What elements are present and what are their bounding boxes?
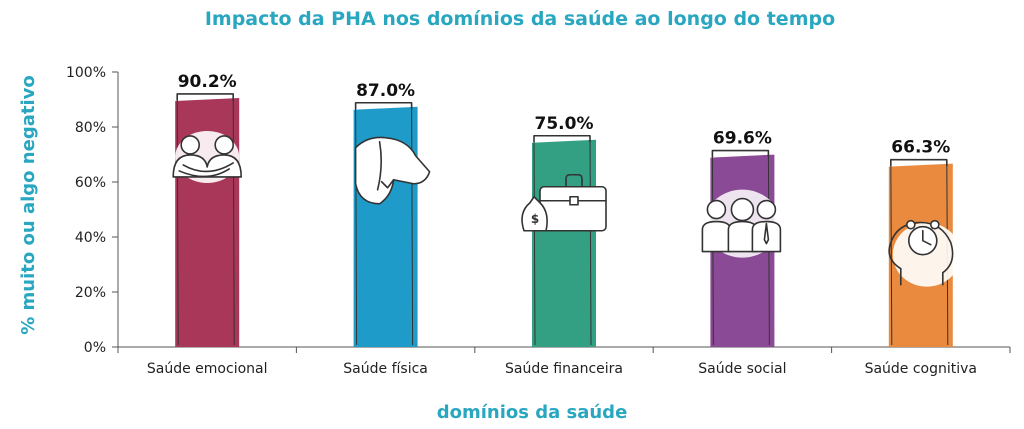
y-tick-label: 20%	[75, 285, 106, 301]
clock-hands	[921, 229, 932, 246]
bar-outline	[232, 94, 235, 346]
bar-outline	[411, 103, 414, 346]
dollar-icon: $	[531, 212, 539, 226]
x-tick-label: Saúde cognitiva	[865, 361, 977, 377]
x-axis-label: domínios da saúde	[437, 402, 628, 423]
axes: 0% 20% 40% 60% 80% 100%	[66, 65, 1011, 356]
hugging-people-icon	[172, 130, 242, 183]
back-pain-icon	[354, 136, 431, 205]
x-tick-label: Saúde financeira	[505, 361, 623, 377]
x-tick-label: Saúde social	[698, 361, 786, 377]
lock	[569, 195, 579, 206]
person-head	[706, 199, 727, 220]
y-tick-label: 80%	[75, 120, 106, 136]
data-label: 69.6%	[713, 129, 772, 149]
data-label: 90.2%	[178, 72, 237, 92]
value-bracket	[354, 101, 413, 110]
money-briefcase-icon: $	[521, 173, 607, 232]
y-tick-label: 60%	[75, 175, 106, 191]
icons: $	[172, 130, 961, 287]
head-outline	[888, 221, 954, 286]
briefcase	[539, 185, 607, 232]
chart-title: Impacto da PHA nos domínios da saúde ao …	[205, 8, 835, 30]
value-bracket	[890, 158, 948, 167]
arm	[178, 168, 230, 178]
handle	[565, 173, 583, 188]
bar-outline	[890, 160, 893, 346]
money-bag	[521, 195, 548, 232]
y-tick-label: 0%	[84, 340, 106, 356]
hand	[380, 178, 395, 189]
labels: 90.2% Saúde emocional 87.0% Saúde física 75.…	[147, 72, 977, 377]
y-tick-label: 100%	[66, 65, 106, 81]
person-head	[756, 199, 777, 220]
bar-outline	[589, 136, 592, 346]
head-clock-icon	[888, 219, 961, 287]
value-bracket	[176, 93, 234, 101]
team-people-icon	[701, 189, 782, 258]
x-tick-label: Saúde emocional	[147, 361, 268, 377]
value-bracket	[711, 149, 770, 158]
bar	[532, 139, 596, 347]
value-bracket	[533, 134, 591, 143]
person-body	[701, 220, 732, 253]
bar-outline	[355, 103, 358, 346]
arm	[182, 162, 234, 173]
person-head	[214, 135, 234, 155]
data-label: 66.3%	[891, 138, 950, 158]
bar-outline	[176, 94, 179, 346]
x-tick-label: Saúde física	[343, 361, 428, 377]
spine	[376, 140, 382, 191]
alarm-bell	[929, 219, 940, 230]
y-tick-label: 40%	[75, 230, 106, 246]
tie	[763, 222, 770, 245]
alarm-bell	[905, 219, 916, 230]
person-head	[180, 135, 200, 155]
torso	[354, 136, 431, 205]
person-head	[730, 197, 755, 222]
data-label: 87.0%	[356, 81, 415, 101]
bar-outline	[533, 136, 536, 346]
y-axis-label: % muito ou algo negativo	[18, 75, 39, 335]
data-label: 75.0%	[535, 114, 594, 134]
